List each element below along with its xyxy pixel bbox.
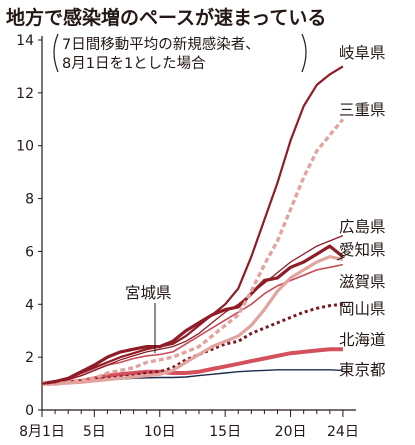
series-label: 北海道	[339, 331, 386, 349]
y-tick-label: 8	[25, 192, 34, 208]
series-label: 愛知県	[339, 241, 386, 259]
chart-subtitle: 7日間移動平均の新規感染者、 8月1日を1とした場合	[53, 33, 307, 73]
x-tick-label: 24日	[327, 424, 359, 440]
series-label: 滋賀県	[339, 273, 386, 291]
axes: 0 2 4 6 8 10 12 14 8月1日 5日 10日 15日 20日 24日	[16, 33, 359, 440]
series-label: 三重県	[339, 101, 386, 119]
series-line	[41, 234, 344, 385]
series-lines	[41, 65, 345, 386]
x-tick-label: 15日	[209, 424, 241, 440]
y-tick-label: 0	[25, 403, 34, 419]
subtitle-bracket-left	[53, 33, 59, 73]
subtitle-bracket-right	[301, 33, 307, 73]
subtitle-line-1: 7日間移動平均の新規感染者、	[62, 36, 260, 53]
series-label: 宮城県	[125, 284, 172, 302]
series-label: 東京都	[339, 361, 386, 379]
chart-title: 地方で感染増のペースが速まっている	[6, 6, 326, 29]
x-tick-label: 8月1日	[19, 424, 65, 440]
x-tick-label: 10日	[144, 424, 176, 440]
y-tick-label: 10	[16, 139, 34, 155]
y-tick-label: 14	[16, 33, 34, 49]
series-label: 広島県	[339, 218, 386, 236]
aichi-leader-line	[336, 256, 346, 261]
series-line	[41, 244, 344, 386]
y-tick-label: 2	[25, 350, 34, 366]
y-tick-label: 12	[16, 86, 34, 102]
subtitle-line-2: 8月1日を1とした場合	[62, 55, 206, 72]
series-line	[42, 118, 345, 386]
x-tick-label: 5日	[83, 424, 106, 440]
x-tick-label: 20日	[275, 424, 307, 440]
y-tick-label: 6	[25, 244, 34, 260]
series-line	[41, 65, 344, 385]
series-line	[42, 255, 344, 386]
series-label: 岡山県	[339, 300, 386, 318]
series-label: 岐阜県	[339, 44, 386, 62]
y-tick-label: 4	[25, 297, 34, 313]
series-line	[42, 347, 343, 386]
series-line	[41, 263, 344, 385]
